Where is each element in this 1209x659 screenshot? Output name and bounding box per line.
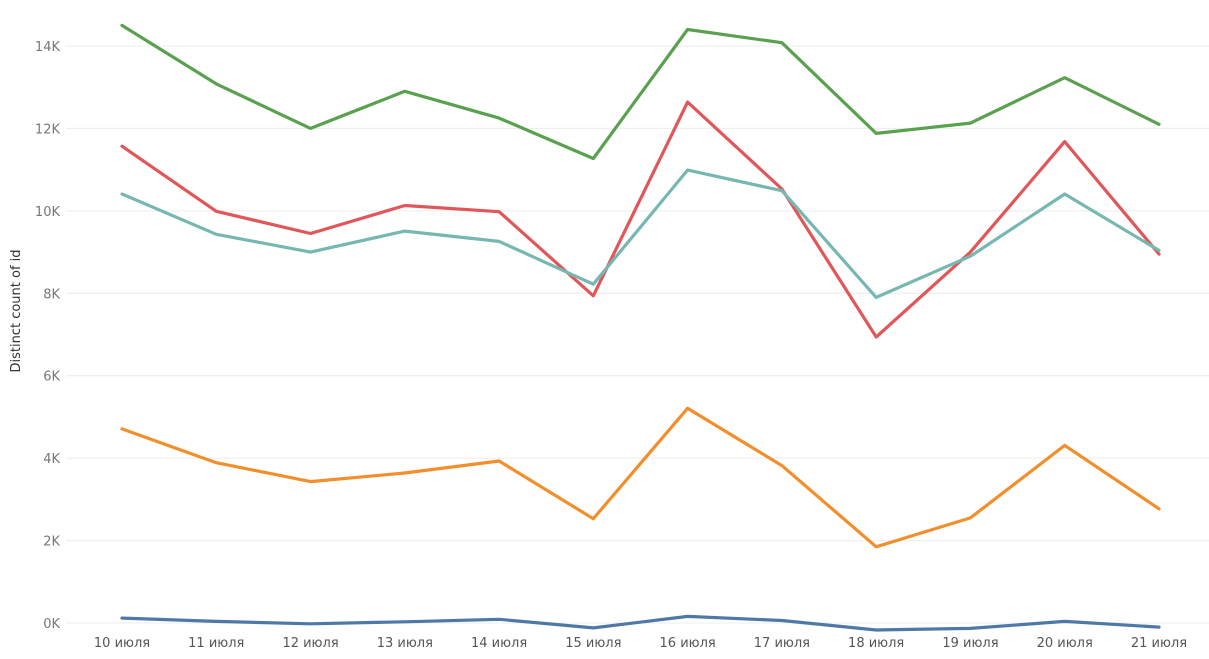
y-tick-label: 12K — [35, 122, 61, 137]
x-tick-label: 18 июля — [848, 636, 904, 651]
gridlines — [66, 45, 1209, 624]
x-tick-label: 12 июля — [282, 636, 338, 651]
x-tick-label: 13 июля — [377, 636, 433, 651]
x-tick-label: 19 июля — [942, 636, 998, 651]
x-tick-label: 15 июля — [565, 636, 621, 651]
y-axis-ticks: 0K 2K 4K 6K 8K 10K 12K 14K — [35, 40, 61, 632]
series-line-1 — [120, 23, 1161, 161]
x-tick-label: 16 июля — [660, 636, 716, 651]
x-tick-label: 11 июля — [188, 636, 244, 651]
y-tick-label: 4K — [43, 452, 60, 467]
y-tick-label: 0K — [43, 617, 60, 632]
y-tick-label: 6K — [43, 370, 60, 385]
x-tick-label: 14 июля — [471, 636, 527, 651]
series-line-2 — [120, 100, 1161, 339]
y-tick-label: 8K — [43, 287, 60, 302]
series-line-4 — [120, 406, 1161, 549]
y-tick-label: 10K — [35, 205, 61, 220]
x-tick-label: 10 июля — [94, 636, 150, 651]
x-tick-label: 17 июля — [754, 636, 810, 651]
x-tick-label: 20 июля — [1037, 636, 1093, 651]
y-tick-label: 14K — [35, 40, 61, 55]
series-line-5 — [120, 614, 1161, 632]
x-axis-ticks: 10 июля 11 июля 12 июля 13 июля 14 июля 15 ию… — [94, 636, 1187, 651]
y-tick-label: 2K — [43, 535, 60, 550]
series-line-3 — [120, 168, 1161, 299]
y-axis-label: Distinct count of id — [9, 249, 24, 372]
x-tick-label: 21 июля — [1131, 636, 1187, 651]
series-lines — [120, 23, 1161, 632]
